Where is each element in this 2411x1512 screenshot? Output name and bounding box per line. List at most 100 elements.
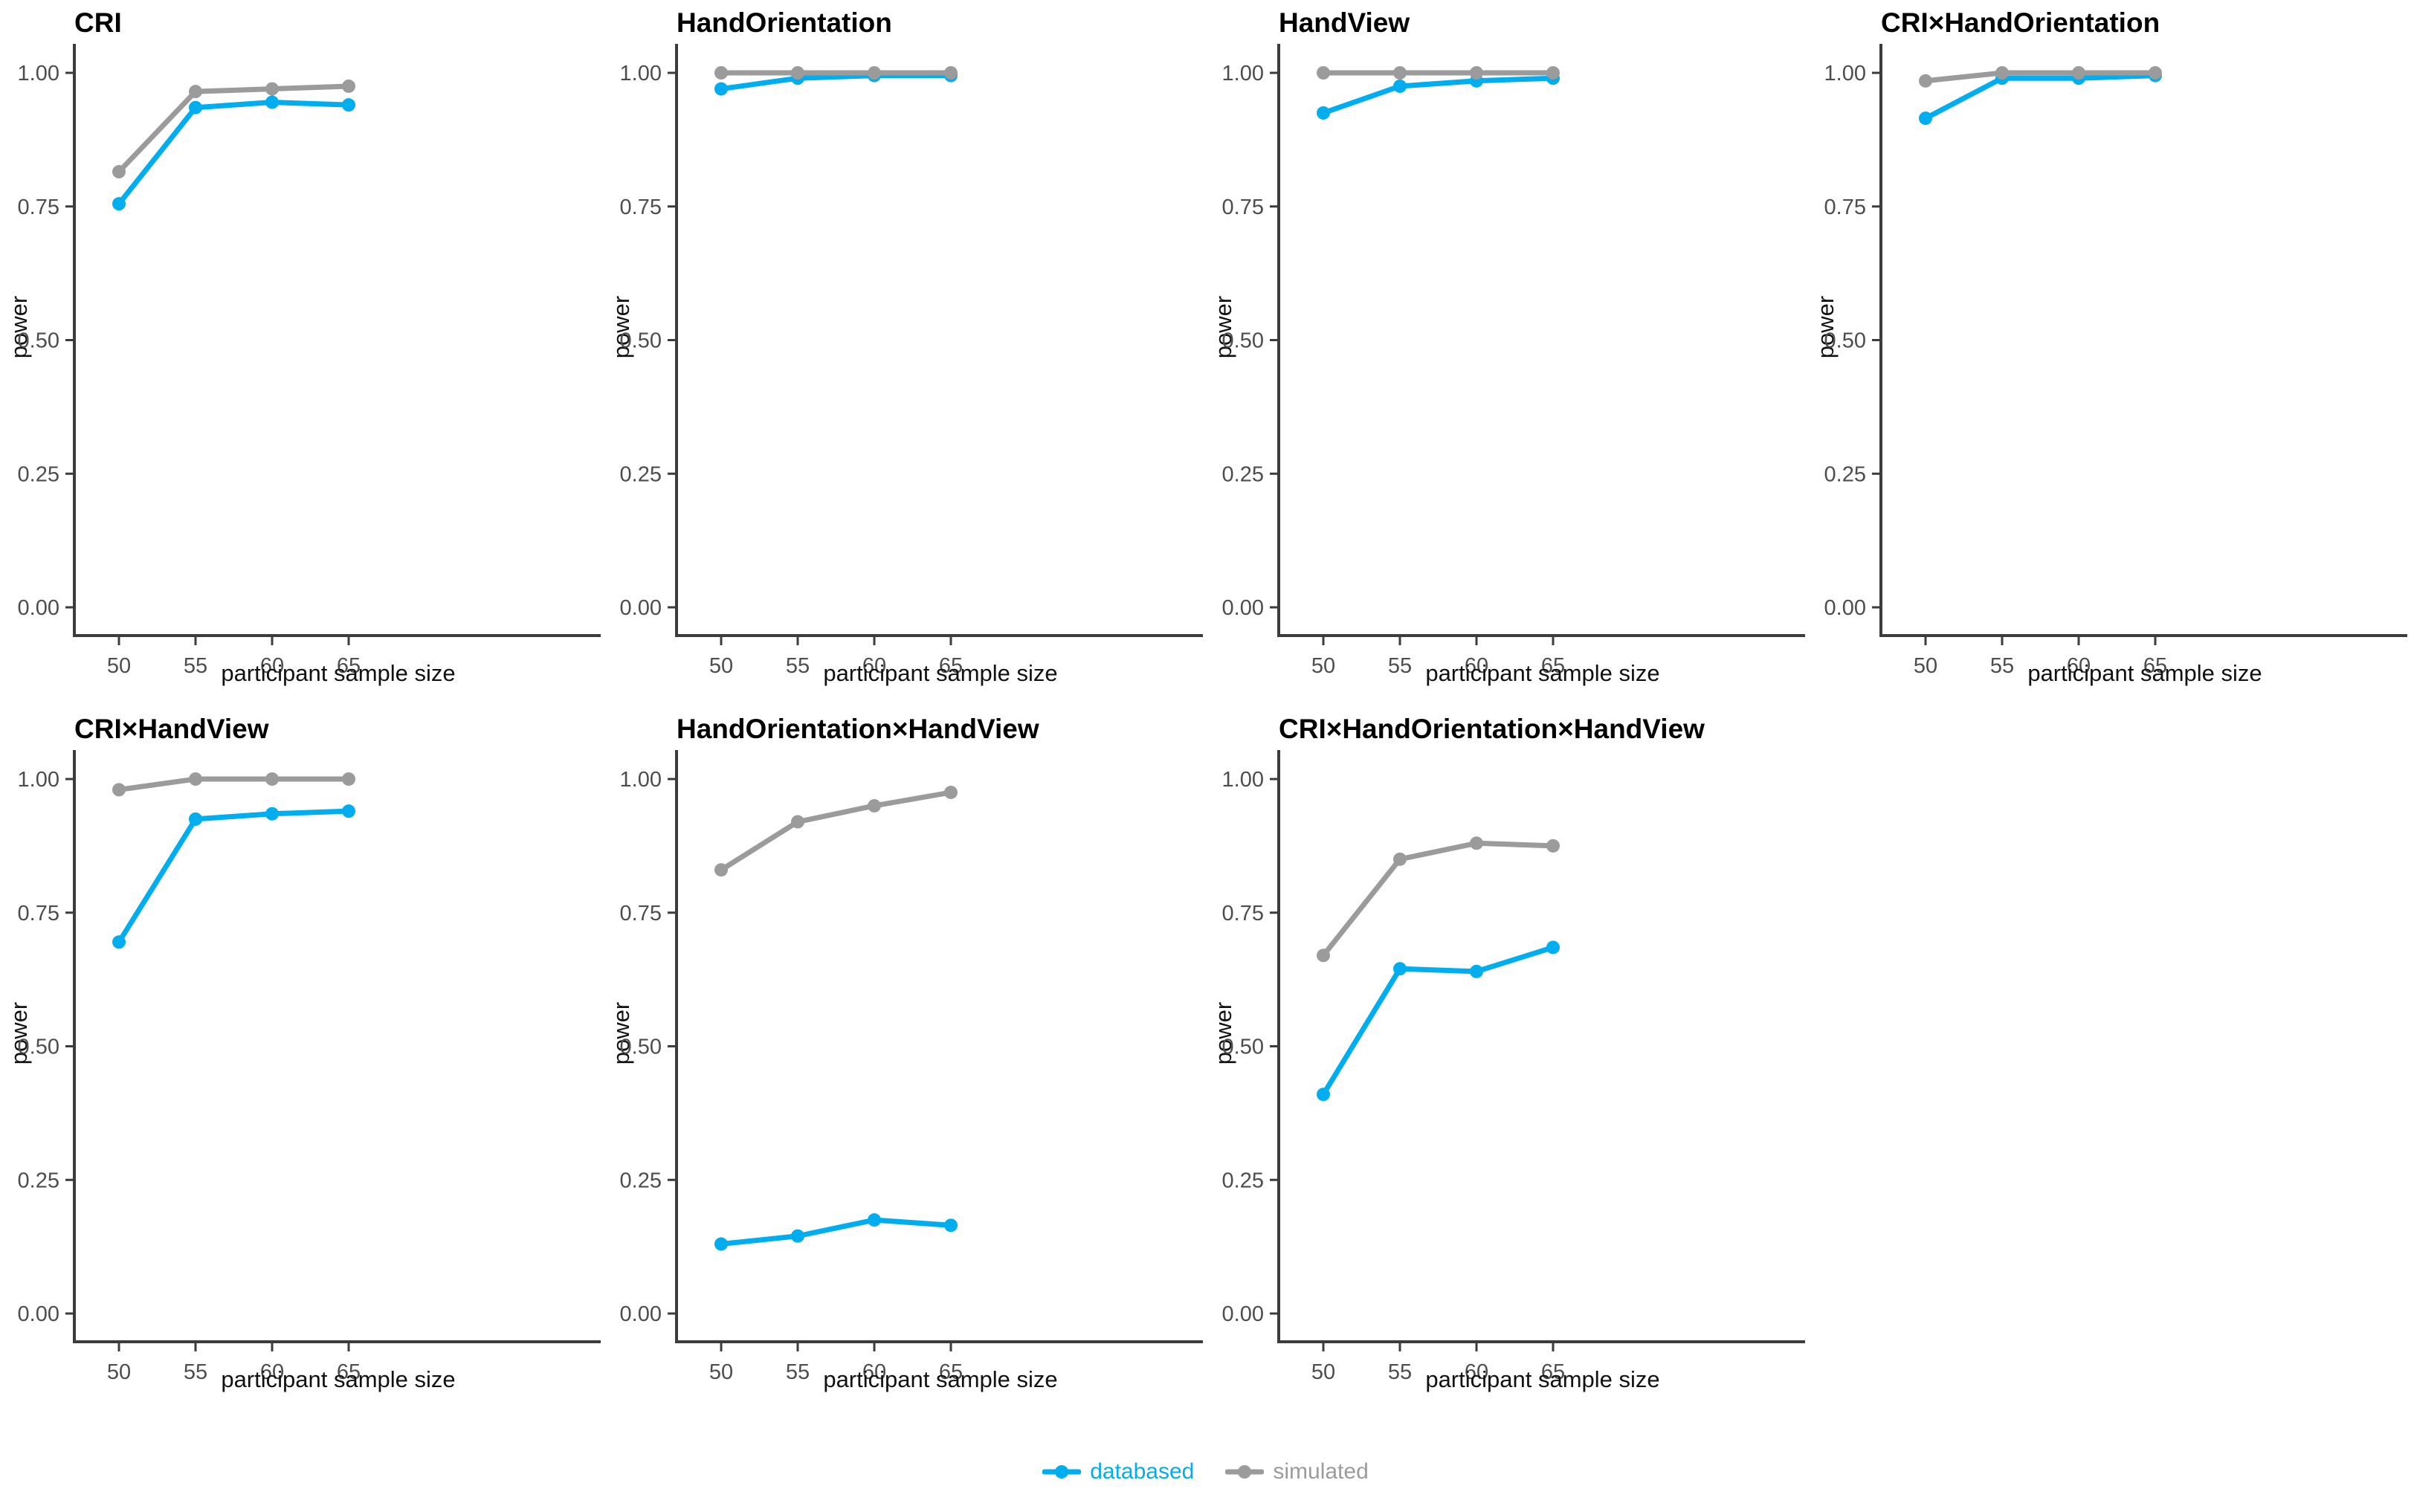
- svg-text:0.25: 0.25: [1824, 462, 1866, 486]
- facet-title: HandOrientation×HandView: [677, 714, 1039, 744]
- plot-area: 0.00 0.25 0.50 0.75 1.00 50 55 60 65: [1222, 44, 1805, 678]
- svg-text:55: 55: [786, 654, 810, 678]
- databased-key-icon: [1042, 1465, 1082, 1479]
- svg-text:50: 50: [107, 1360, 131, 1384]
- facet-title: CRI×HandOrientation×HandView: [1279, 714, 1705, 744]
- svg-text:55: 55: [786, 1360, 810, 1384]
- svg-text:50: 50: [1311, 654, 1335, 678]
- svg-text:65: 65: [337, 1360, 361, 1384]
- svg-text:0.00: 0.00: [620, 596, 662, 620]
- svg-text:0.50: 0.50: [620, 1036, 662, 1059]
- facet-row-2: CRI×HandView power 0.00 0.25 0.50 0.75 1.00 5…: [0, 706, 2409, 1450]
- svg-text:1.00: 1.00: [1824, 62, 1866, 85]
- facet-title: HandOrientation: [677, 7, 892, 38]
- svg-text:65: 65: [939, 654, 963, 678]
- svg-text:0.75: 0.75: [18, 196, 59, 219]
- plot-area: 0.00 0.25 0.50 0.75 1.00 50 55 60 65: [620, 44, 1203, 678]
- plot-area: 0.00 0.25 0.50 0.75 1.00 50 55 60 65: [18, 44, 601, 678]
- svg-text:0.50: 0.50: [18, 1036, 59, 1059]
- legend: databased simulated: [0, 1446, 2411, 1498]
- svg-text:0.00: 0.00: [18, 1302, 59, 1326]
- x-axis-label: participant sample size: [1425, 1366, 1660, 1392]
- svg-text:1.00: 1.00: [620, 768, 662, 792]
- svg-text:0.75: 0.75: [620, 196, 662, 219]
- simulated-key-icon: [1225, 1465, 1265, 1479]
- facet-panel-handorientation: HandOrientation power 0.00 0.25 0.50 0.75 1.…: [602, 0, 1204, 706]
- svg-text:0.25: 0.25: [18, 462, 59, 486]
- svg-text:0.50: 0.50: [18, 329, 59, 353]
- legend-label: databased: [1090, 1459, 1195, 1484]
- facet-row-1: CRI power 0.00 0.25 0.50 0.75 1.00 50 55 60 65 p…: [0, 0, 2409, 706]
- facet-panel-cri-x-handorientation-x-handview: CRI×HandOrientation×HandView power 0.00 0…: [1204, 706, 1807, 1450]
- x-axis-label: participant sample size: [221, 1366, 456, 1392]
- svg-text:0.00: 0.00: [18, 596, 59, 620]
- plot-area: 0.00 0.25 0.50 0.75 1.00 50 55 60 65: [18, 750, 601, 1384]
- facet-title: CRI×HandOrientation: [1881, 7, 2160, 38]
- plot-area: 0.00 0.25 0.50 0.75 1.00 50 55 60 65: [1222, 750, 1805, 1384]
- svg-text:0.50: 0.50: [1824, 329, 1866, 353]
- svg-text:0.50: 0.50: [1222, 329, 1264, 353]
- svg-text:55: 55: [184, 654, 207, 678]
- svg-text:0.00: 0.00: [1222, 1302, 1264, 1326]
- svg-text:65: 65: [2143, 654, 2167, 678]
- svg-text:60: 60: [1465, 654, 1488, 678]
- svg-text:1.00: 1.00: [18, 768, 59, 792]
- svg-text:0.00: 0.00: [1222, 596, 1264, 620]
- svg-text:50: 50: [709, 654, 733, 678]
- svg-text:65: 65: [1541, 1360, 1565, 1384]
- svg-text:50: 50: [1914, 654, 1937, 678]
- svg-text:0.25: 0.25: [1222, 462, 1264, 486]
- svg-text:65: 65: [939, 1360, 963, 1384]
- legend-label: simulated: [1273, 1459, 1369, 1484]
- x-axis-label: participant sample size: [823, 1366, 1058, 1392]
- svg-text:0.75: 0.75: [1824, 196, 1866, 219]
- legend-item-databased: databased: [1042, 1459, 1194, 1484]
- facet-panel-cri-x-handorientation: CRI×HandOrientation power 0.00 0.25 0.50 0.…: [1807, 0, 2409, 706]
- svg-text:0.25: 0.25: [620, 1169, 662, 1192]
- svg-text:65: 65: [1541, 654, 1565, 678]
- svg-text:60: 60: [862, 654, 886, 678]
- svg-text:0.75: 0.75: [620, 902, 662, 925]
- svg-text:0.25: 0.25: [18, 1169, 59, 1192]
- svg-text:65: 65: [337, 654, 361, 678]
- facet-title: CRI×HandView: [74, 714, 269, 744]
- svg-text:50: 50: [709, 1360, 733, 1384]
- svg-text:0.00: 0.00: [620, 1302, 662, 1326]
- svg-text:60: 60: [1465, 1360, 1488, 1384]
- facet-title: HandView: [1279, 7, 1410, 38]
- svg-text:1.00: 1.00: [1222, 62, 1264, 85]
- svg-text:1.00: 1.00: [620, 62, 662, 85]
- svg-text:0.00: 0.00: [1824, 596, 1866, 620]
- x-axis-label: participant sample size: [2027, 660, 2262, 686]
- facet-panel-handview: HandView power 0.00 0.25 0.50 0.75 1.00 50 55 6…: [1204, 0, 1807, 706]
- svg-text:1.00: 1.00: [1222, 768, 1264, 792]
- svg-text:60: 60: [2067, 654, 2091, 678]
- legend-item-simulated: simulated: [1225, 1459, 1369, 1484]
- svg-text:0.25: 0.25: [1222, 1169, 1264, 1192]
- svg-text:0.75: 0.75: [1222, 902, 1264, 925]
- svg-text:0.75: 0.75: [1222, 196, 1264, 219]
- x-axis-label: participant sample size: [1425, 660, 1660, 686]
- empty-facet-cell: [1807, 706, 2409, 1450]
- svg-text:60: 60: [260, 654, 284, 678]
- plot-area: 0.00 0.25 0.50 0.75 1.00 50 55 60 65: [1824, 44, 2407, 678]
- svg-text:1.00: 1.00: [18, 62, 59, 85]
- svg-text:60: 60: [260, 1360, 284, 1384]
- svg-text:55: 55: [184, 1360, 207, 1384]
- svg-text:55: 55: [1388, 654, 1412, 678]
- svg-text:50: 50: [1311, 1360, 1335, 1384]
- svg-text:50: 50: [107, 654, 131, 678]
- svg-text:55: 55: [1388, 1360, 1412, 1384]
- facet-title: CRI: [74, 7, 122, 38]
- svg-text:55: 55: [1990, 654, 2014, 678]
- facet-panel-cri-x-handview: CRI×HandView power 0.00 0.25 0.50 0.75 1.00 5…: [0, 706, 602, 1450]
- x-axis-label: participant sample size: [221, 660, 456, 686]
- facet-panel-cri: CRI power 0.00 0.25 0.50 0.75 1.00 50 55 60 65 p…: [0, 0, 602, 706]
- svg-text:0.50: 0.50: [1222, 1036, 1264, 1059]
- svg-text:0.75: 0.75: [18, 902, 59, 925]
- svg-text:0.50: 0.50: [620, 329, 662, 353]
- x-axis-label: participant sample size: [823, 660, 1058, 686]
- plot-area: 0.00 0.25 0.50 0.75 1.00 50 55 60 65: [620, 750, 1203, 1384]
- svg-text:0.25: 0.25: [620, 462, 662, 486]
- facet-panel-handorientation-x-handview: HandOrientation×HandView power 0.00 0.25 0…: [602, 706, 1204, 1450]
